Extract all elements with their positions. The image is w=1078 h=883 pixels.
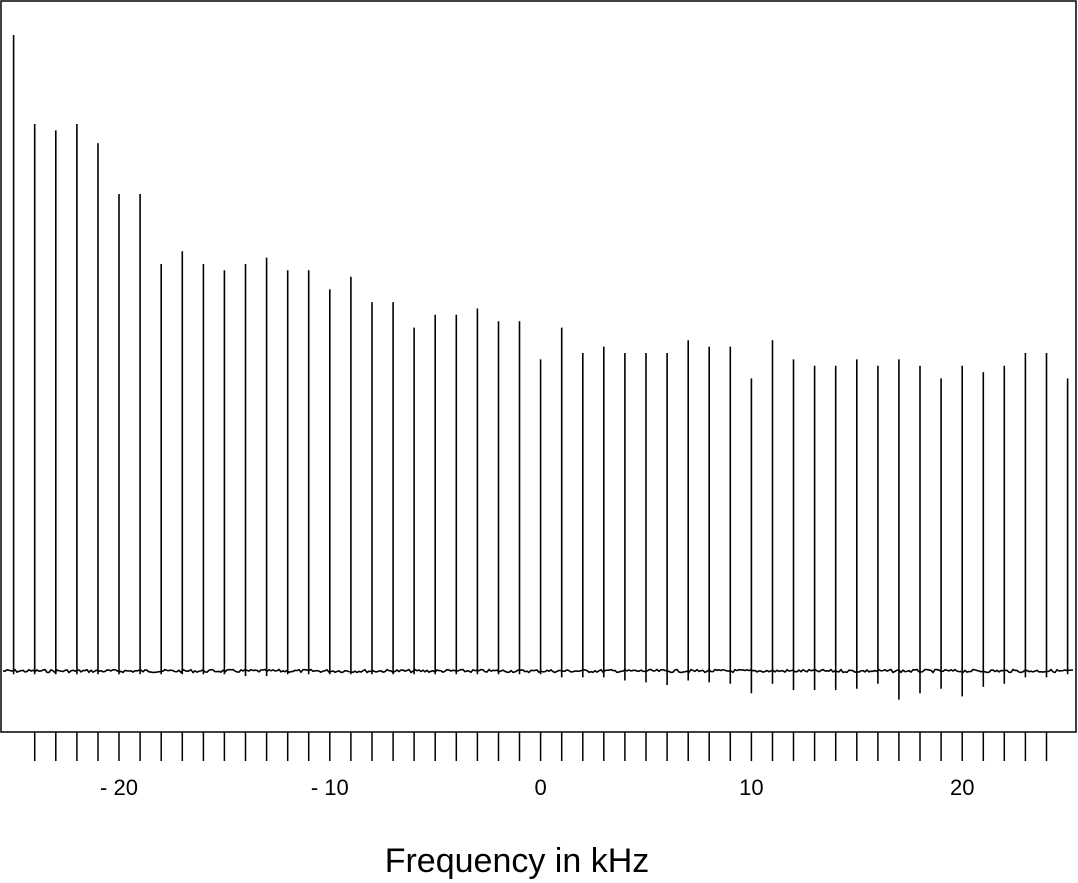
x-tick-label: 0 bbox=[534, 775, 546, 800]
x-tick-label: 20 bbox=[950, 775, 974, 800]
baseline-line bbox=[2, 668, 1074, 674]
x-tick-label: 10 bbox=[739, 775, 763, 800]
x-tick-label: - 10 bbox=[311, 775, 349, 800]
x-axis-tick-labels: - 20 - 10 0 10 20 bbox=[100, 775, 974, 800]
x-axis-ticks bbox=[33, 732, 1048, 761]
x-axis-title: Frequency in kHz bbox=[385, 842, 650, 880]
x-tick-label: - 20 bbox=[100, 775, 138, 800]
spectral-peaks bbox=[12, 35, 1069, 700]
plot-frame bbox=[0, 0, 1077, 733]
noise-baseline bbox=[2, 668, 1074, 674]
